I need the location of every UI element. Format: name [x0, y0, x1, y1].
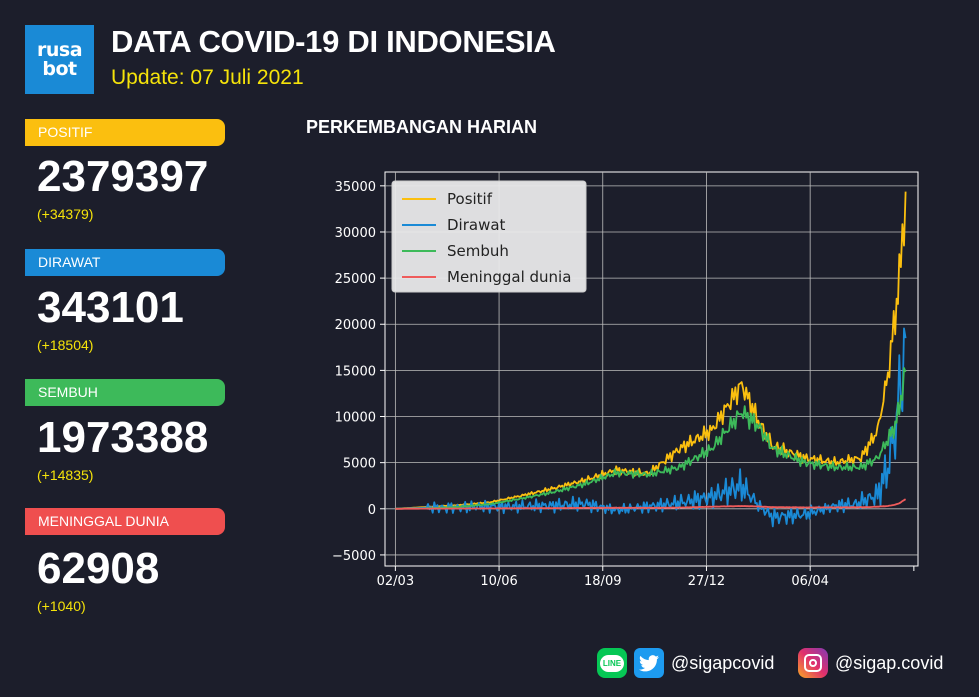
instagram-icon — [798, 648, 828, 678]
line-icon-label: LINE — [602, 658, 622, 668]
update-date: Update: 07 Juli 2021 — [111, 66, 304, 89]
chart-title: PERKEMBANGAN HARIAN — [306, 117, 538, 137]
daily-chart: 02/03 10/06 18/09 27/12 06/04 −5000 0 5000 10000… — [332, 171, 919, 589]
instagram-badge[interactable]: @sigap.covid — [798, 647, 943, 679]
legend-box — [391, 180, 587, 293]
page-title: DATA COVID-19 DI INDONESIA — [111, 24, 556, 59]
series-line-meninggal-dunia — [395, 498, 907, 510]
positif-value: 2379397 — [37, 152, 209, 201]
y-tick-label: 15000 — [335, 364, 376, 379]
twitter-handle: @sigapcovid — [671, 652, 775, 673]
y-tick-label: 25000 — [335, 272, 376, 287]
series-line-sembuh — [395, 367, 907, 510]
sembuh-delta: (+14835) — [37, 467, 94, 483]
logo-line1: rusa — [36, 38, 83, 61]
legend-label: Dirawat — [447, 216, 506, 234]
dirawat-label: DIRAWAT — [25, 249, 225, 276]
y-tick-label: 35000 — [335, 180, 376, 195]
y-tick-label: 5000 — [343, 457, 376, 472]
y-tick-label: 0 — [368, 503, 376, 518]
meninggal-label: MENINGGAL DUNIA — [25, 508, 225, 535]
positif-label: POSITIF — [25, 119, 225, 146]
legend-label: Sembuh — [447, 242, 509, 260]
y-tick-label: 20000 — [335, 318, 376, 333]
meninggal-delta: (+1040) — [37, 598, 86, 614]
y-tick-label: −5000 — [332, 549, 376, 564]
y-tick-label: 30000 — [335, 226, 376, 241]
legend-label: Meninggal dunia — [447, 268, 571, 286]
x-tick-label: 06/04 — [791, 574, 828, 589]
positif-delta: (+34379) — [37, 206, 94, 222]
line-icon: LINE — [597, 648, 627, 678]
y-tick-label: 10000 — [335, 411, 376, 426]
instagram-handle: @sigap.covid — [835, 652, 944, 673]
line-badge: LINE — [597, 647, 627, 679]
logo-line2: bot — [42, 57, 77, 80]
meninggal-value: 62908 — [37, 544, 160, 593]
x-tick-label: 02/03 — [377, 574, 414, 589]
logo: rusa bot — [25, 25, 94, 94]
dirawat-delta: (+18504) — [37, 337, 94, 353]
x-tick-label: 18/09 — [584, 574, 621, 589]
twitter-icon — [634, 648, 664, 678]
twitter-badge[interactable]: @sigapcovid — [634, 647, 774, 679]
dirawat-value: 343101 — [37, 283, 184, 332]
x-tick-label: 27/12 — [688, 574, 725, 589]
legend-label: Positif — [447, 190, 493, 208]
x-tick-label: 10/06 — [480, 574, 517, 589]
sembuh-value: 1973388 — [37, 413, 209, 462]
sembuh-label: SEMBUH — [25, 379, 225, 406]
